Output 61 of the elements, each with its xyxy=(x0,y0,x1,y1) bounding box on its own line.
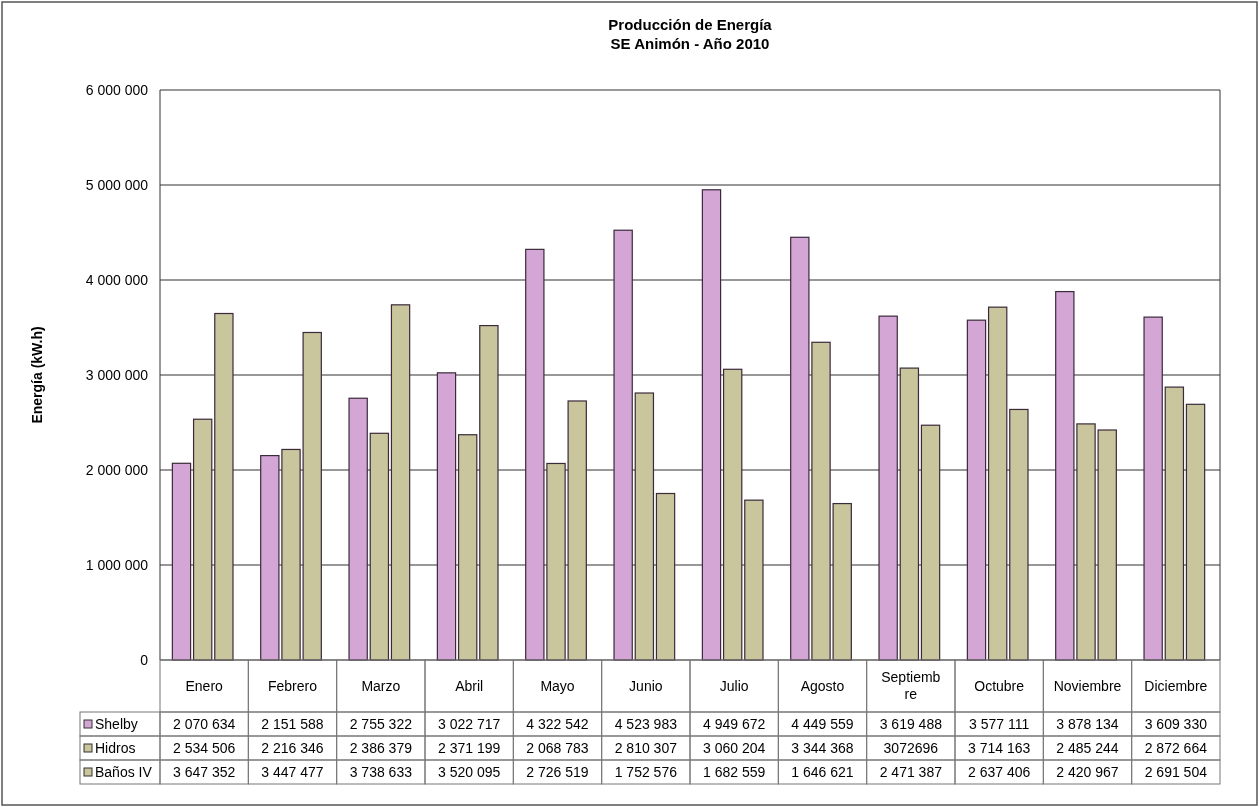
data-label: 1 682 559 xyxy=(703,764,766,780)
y-tick-label: 4 000 000 xyxy=(85,272,149,288)
data-label: 2 872 664 xyxy=(1144,740,1208,756)
data-label: 4 322 542 xyxy=(526,716,589,732)
data-label: 2 070 634 xyxy=(173,716,236,732)
data-label: 3 738 633 xyxy=(349,764,413,780)
y-axis-title: Energía (kW.h) xyxy=(29,326,45,424)
x-tick-label: Mayo xyxy=(540,678,575,694)
data-label: 2 755 322 xyxy=(349,716,413,732)
data-label: 3 022 717 xyxy=(438,716,501,732)
data-label: 4 949 672 xyxy=(703,716,766,732)
data-label: 4 523 983 xyxy=(614,716,678,732)
chart-subtitle: SE Animón - Año 2010 xyxy=(610,35,770,52)
y-tick-label: 3 000 000 xyxy=(85,367,149,383)
data-label: 2 068 783 xyxy=(526,740,589,756)
data-label: 2 371 199 xyxy=(438,740,501,756)
data-label: 3 520 095 xyxy=(438,764,501,780)
data-label: 2 810 307 xyxy=(614,740,678,756)
data-label: 3 344 368 xyxy=(791,740,854,756)
y-tick-label: 6 000 000 xyxy=(85,82,149,98)
data-label: 1 752 576 xyxy=(614,764,678,780)
data-label: 3 577 111 xyxy=(969,716,1030,732)
x-tick-label: Febrero xyxy=(267,678,318,694)
y-tick-label: 0 xyxy=(140,652,149,668)
data-label: 1 646 621 xyxy=(791,764,854,780)
data-label: 3 714 163 xyxy=(968,740,1031,756)
data-label: 2 386 379 xyxy=(349,740,413,756)
x-tick-label: Marzo xyxy=(361,678,401,694)
x-tick-label: Diciembre xyxy=(1144,678,1208,694)
data-label: 2 485 244 xyxy=(1056,740,1119,756)
x-tick-label: Junio xyxy=(629,678,663,694)
data-label: 3 619 488 xyxy=(879,716,943,732)
x-tick-label: Agosto xyxy=(800,678,845,694)
x-tick-label: Julio xyxy=(719,678,749,694)
data-label: 2 216 346 xyxy=(261,740,324,756)
x-tick-label: Enero xyxy=(185,678,224,694)
x-tick-label: Noviembre xyxy=(1053,678,1122,694)
data-label: 2 726 519 xyxy=(526,764,589,780)
data-label: 4 449 559 xyxy=(791,716,854,732)
data-label: 3072696 xyxy=(883,740,939,756)
y-tick-label: 5 000 000 xyxy=(85,177,149,193)
data-label: 3 609 330 xyxy=(1144,716,1208,732)
data-label: 2 471 387 xyxy=(879,764,943,780)
y-tick-label: 1 000 000 xyxy=(85,557,149,573)
data-label: 3 447 477 xyxy=(261,764,324,780)
data-label: 2 637 406 xyxy=(968,764,1031,780)
legend-label: Shelby xyxy=(95,716,138,732)
chart-title: Producción de Energía xyxy=(608,16,773,33)
legend-label: Baños IV xyxy=(95,764,153,780)
legend-label: Hidros xyxy=(95,740,136,756)
data-label: 2 420 967 xyxy=(1056,764,1119,780)
x-tick-label: Abril xyxy=(455,678,484,694)
data-label: 3 647 352 xyxy=(173,764,236,780)
data-label: 3 878 134 xyxy=(1056,716,1119,732)
data-label: 2 691 504 xyxy=(1144,764,1208,780)
data-label: 2 151 588 xyxy=(261,716,324,732)
x-tick-label: Octubre xyxy=(974,678,1025,694)
x-tick-label: Septiembre xyxy=(881,669,941,702)
data-label: 3 060 204 xyxy=(703,740,766,756)
y-tick-label: 2 000 000 xyxy=(85,462,149,478)
data-label: 2 534 506 xyxy=(173,740,236,756)
